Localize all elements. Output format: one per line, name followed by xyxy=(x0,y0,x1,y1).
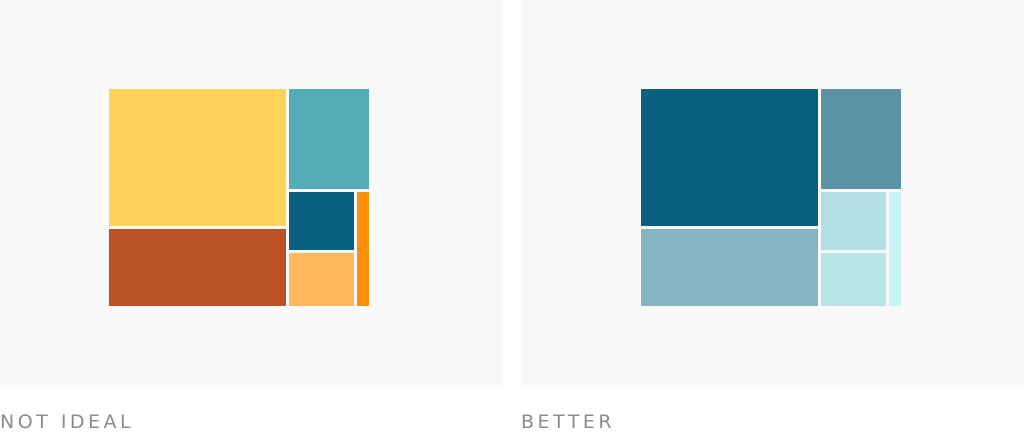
caption-better: BETTER xyxy=(521,411,616,433)
panel-not-ideal xyxy=(0,0,503,387)
tile-5 xyxy=(289,253,354,306)
treemap-not-ideal xyxy=(109,89,371,307)
tile-1 xyxy=(109,89,286,226)
tile-4 xyxy=(289,192,354,250)
tile-2 xyxy=(289,89,369,189)
tile-2 xyxy=(821,89,901,189)
tile-6 xyxy=(889,192,901,306)
tile-3 xyxy=(641,229,818,306)
tile-6 xyxy=(357,192,369,306)
tile-3 xyxy=(109,229,286,306)
tile-4 xyxy=(821,192,886,250)
caption-not-ideal: NOT IDEAL xyxy=(0,411,135,433)
tile-1 xyxy=(641,89,818,226)
treemap-better xyxy=(641,89,903,307)
panel-better xyxy=(521,0,1024,387)
tile-5 xyxy=(821,253,886,306)
